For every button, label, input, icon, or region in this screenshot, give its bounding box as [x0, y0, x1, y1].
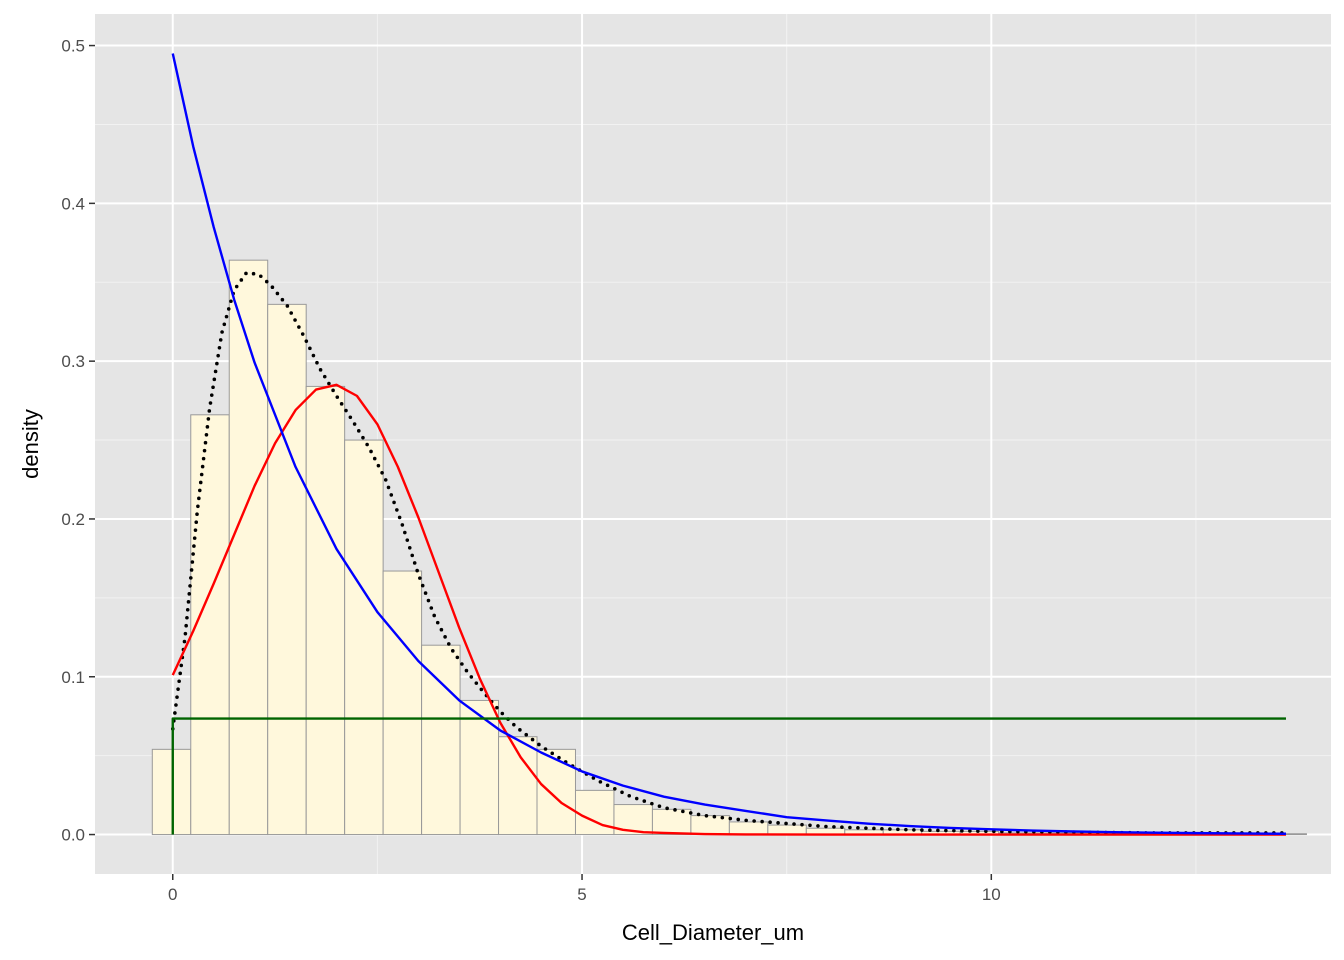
histogram-bar — [536, 748, 576, 836]
density-curve-2 — [171, 383, 1286, 836]
density-curve-4 — [171, 717, 1286, 835]
y-tick-label: 0.4 — [61, 194, 85, 213]
histogram-bar — [767, 824, 807, 836]
x-tick-label: 5 — [577, 885, 586, 904]
y-tick-label: 0.1 — [61, 668, 85, 687]
y-tick-label: 0.2 — [61, 510, 85, 529]
x-tick-label: 0 — [168, 885, 177, 904]
histogram-bar — [228, 259, 269, 836]
histogram-bar — [151, 748, 192, 836]
histogram-bar — [459, 699, 500, 836]
x-tick-label: 10 — [982, 885, 1001, 904]
histogram-bar — [574, 789, 615, 836]
axis-tick-labels: 0 5 10 0.0 0.1 0.2 0.3 0.4 0.5 — [61, 37, 1000, 904]
density-curve-3 — [171, 53, 1286, 835]
histogram-bar — [651, 808, 692, 836]
histogram-bar — [728, 821, 769, 836]
x-axis-title: Cell_Diameter_um — [622, 920, 804, 945]
axis-ticks — [89, 44, 993, 880]
histogram-bar — [267, 303, 307, 836]
y-axis-title: density — [18, 409, 43, 479]
histogram-bar — [344, 439, 384, 836]
density-curves — [170, 53, 1288, 836]
y-tick-label: 0.0 — [61, 826, 85, 845]
y-tick-label: 0.5 — [61, 37, 85, 56]
histogram-bar — [382, 570, 423, 836]
histogram-bar — [305, 385, 346, 836]
y-tick-label: 0.3 — [61, 352, 85, 371]
histogram-bar — [421, 644, 461, 836]
